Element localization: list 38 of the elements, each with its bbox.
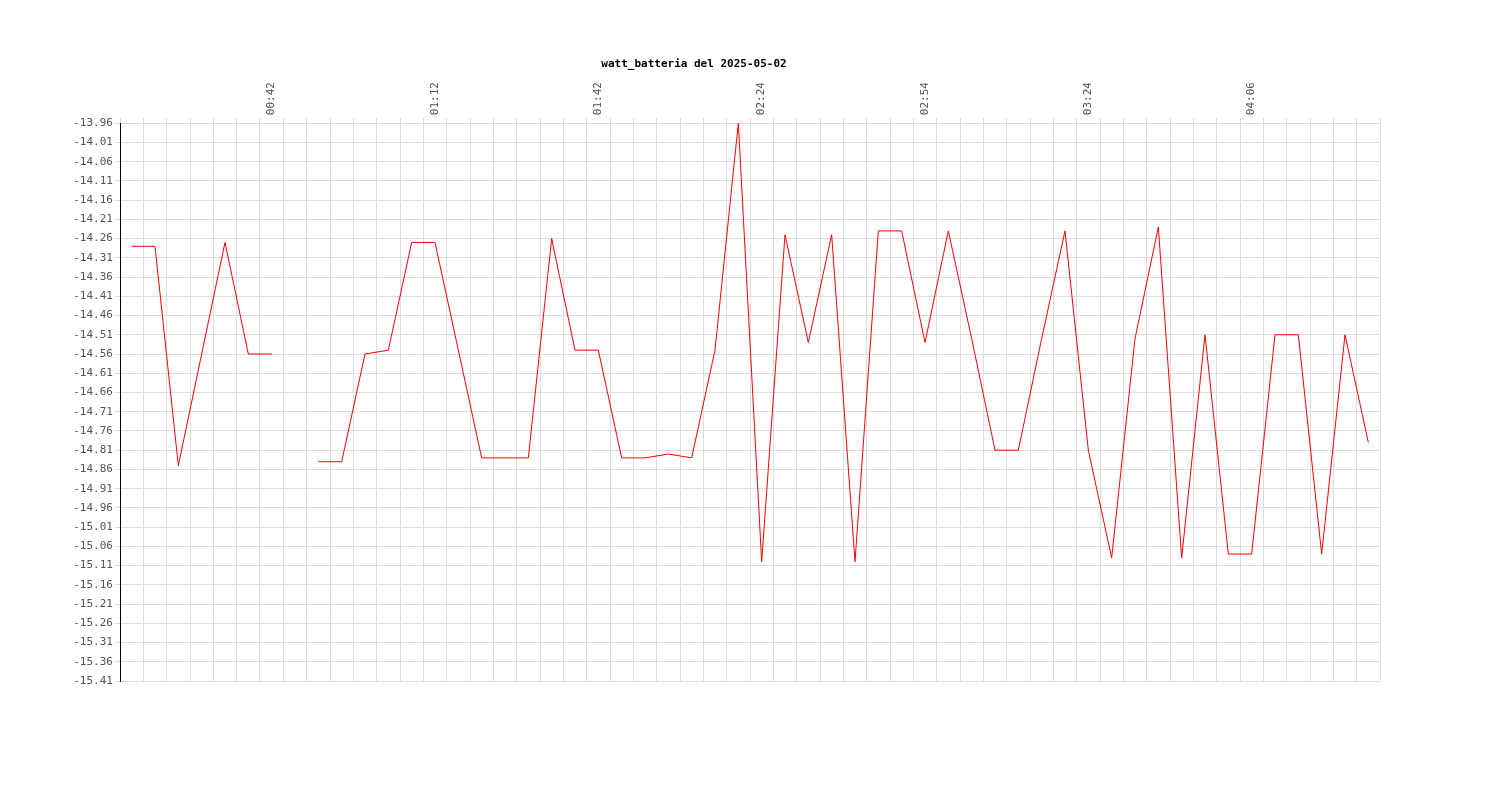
y-tick-label: -15.31: [73, 635, 113, 649]
y-tick-label: -15.06: [73, 539, 113, 553]
y-tick-label: -14.46: [73, 308, 113, 322]
y-tick-label: -14.56: [73, 346, 113, 360]
y-tick-label: -14.91: [73, 481, 113, 495]
y-tick-label: -14.51: [73, 327, 113, 341]
y-tick-label: -15.11: [73, 558, 113, 572]
y-tick-label: -14.71: [73, 404, 113, 418]
y-tick-label: -14.66: [73, 385, 113, 399]
y-tick-label: -14.21: [73, 212, 113, 226]
x-tick-label: 01:42: [590, 82, 604, 116]
x-tick-label: 01:12: [427, 82, 441, 116]
y-tick-label: -14.86: [73, 462, 113, 476]
y-tick-label: -15.36: [73, 654, 113, 668]
x-tick-label: 04:06: [1244, 82, 1258, 116]
x-tick-label: 02:24: [754, 81, 768, 116]
y-tick-label: -15.26: [73, 616, 113, 630]
y-tick-label: -14.81: [73, 443, 113, 457]
y-tick-label: -15.21: [73, 596, 113, 610]
y-tick-label: -14.26: [73, 231, 113, 245]
chart-title: watt_batteria del 2025-05-02: [601, 57, 787, 71]
y-tick-label: -14.06: [73, 154, 113, 168]
y-tick-label: -15.41: [73, 673, 113, 687]
y-tick-label: -14.11: [73, 173, 113, 187]
x-tick-label: 02:54: [917, 81, 931, 116]
x-tick-label: 00:42: [264, 82, 278, 116]
x-tick-label: 03:24: [1080, 81, 1094, 116]
y-tick-label: -15.16: [73, 577, 113, 591]
y-tick-label: -13.96: [73, 116, 113, 130]
y-tick-label: -14.16: [73, 193, 113, 206]
y-tick-label: -14.31: [73, 250, 113, 264]
y-tick-label: -14.36: [73, 269, 113, 283]
y-tick-label: -14.96: [73, 500, 113, 514]
y-tick-label: -14.01: [73, 135, 113, 149]
y-tick-label: -15.01: [73, 519, 113, 533]
y-tick-label: -14.61: [73, 366, 113, 380]
y-tick-label: -14.41: [73, 289, 113, 303]
y-tick-label: -14.76: [73, 423, 113, 437]
